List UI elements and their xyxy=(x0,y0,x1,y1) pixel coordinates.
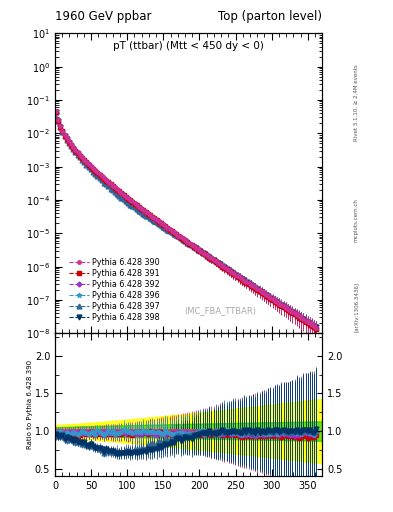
Text: pT (ttbar) (Mtt < 450 dy < 0): pT (ttbar) (Mtt < 450 dy < 0) xyxy=(113,41,264,51)
Text: Top (parton level): Top (parton level) xyxy=(218,10,322,23)
Legend: Pythia 6.428 390, Pythia 6.428 391, Pythia 6.428 392, Pythia 6.428 396, Pythia 6: Pythia 6.428 390, Pythia 6.428 391, Pyth… xyxy=(67,256,162,323)
Text: Rivet 3.1.10, ≥ 2.4M events: Rivet 3.1.10, ≥ 2.4M events xyxy=(354,64,359,141)
Text: mcplots.cern.ch: mcplots.cern.ch xyxy=(354,198,359,242)
Text: 1960 GeV ppbar: 1960 GeV ppbar xyxy=(55,10,152,23)
Y-axis label: Ratio to Pythia 6.428 390: Ratio to Pythia 6.428 390 xyxy=(28,360,33,450)
Text: (MC_FBA_TTBAR): (MC_FBA_TTBAR) xyxy=(185,306,257,315)
Text: [arXiv:1306.3436]: [arXiv:1306.3436] xyxy=(354,282,359,332)
